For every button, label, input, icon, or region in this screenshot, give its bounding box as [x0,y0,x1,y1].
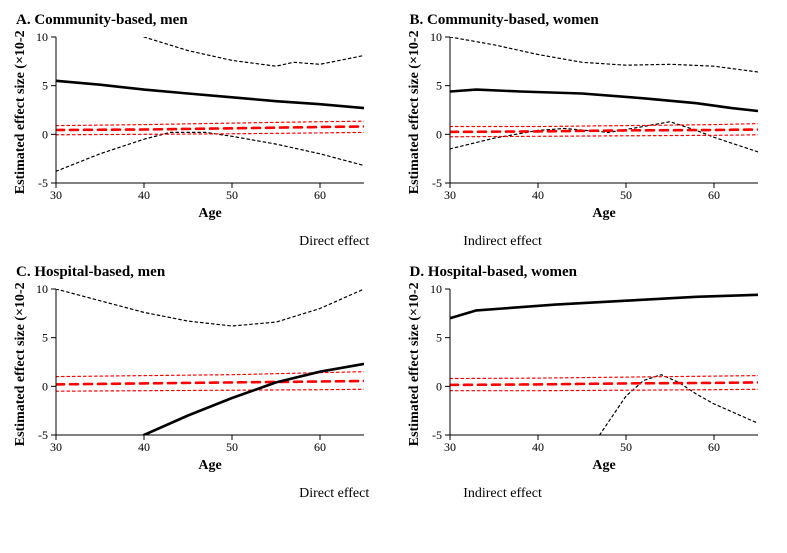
legend-direct-label: Direct effect [299,234,369,250]
panel-A-chart: 30 40 50 60 -5 0 5 10 Age Estimated effect size (… [10,31,370,221]
x-tick-label: 30 [50,440,62,454]
x-tick-label: 50 [226,440,238,454]
indirect-upper-ci-line [56,121,364,125]
x-tick-label: 60 [708,440,720,454]
x-tick-label: 30 [444,188,456,202]
legend: Direct effect Indirect effect [10,486,777,502]
legend-direct-swatch [245,234,289,250]
x-axis-label: Age [592,458,615,473]
direct-upper-ci-line [450,37,758,72]
panel-A: A. Community-based, men 30 40 50 60 -5 0 5 10 Ag… [10,10,384,226]
indirect-upper-ci-line [450,376,758,379]
indirect-effect-line [450,130,758,132]
x-tick-label: 30 [444,440,456,454]
y-tick-label: 5 [436,79,442,93]
x-axis-label: Age [198,206,221,221]
x-tick-label: 60 [708,188,720,202]
direct-effect-line [450,90,758,111]
legend-direct: Direct effect [245,234,369,250]
y-tick-label: 10 [430,31,442,44]
y-axis-label: Estimated effect size (×10-2) [13,283,28,446]
panel-D: D. Hospital-based, women 30 40 50 60 -5 0 5 10 A… [404,262,778,478]
y-tick-label: 10 [36,283,48,296]
legend-direct-label: Direct effect [299,486,369,502]
x-tick-label: 30 [50,188,62,202]
indirect-effect-line [56,381,364,384]
x-tick-label: 50 [226,188,238,202]
x-tick-label: 40 [532,188,544,202]
legend-direct: Direct effect [245,486,369,502]
panel-D-chart: 30 40 50 60 -5 0 5 10 Age Estimated effect size (… [404,283,764,473]
y-tick-label: -5 [432,428,442,442]
panel-B-title: B. Community-based, women [410,12,778,29]
y-tick-label: -5 [38,176,48,190]
legend-indirect-swatch [409,486,453,502]
direct-effect-line [450,295,758,318]
legend: Direct effect Indirect effect [10,234,777,250]
x-tick-label: 50 [620,440,632,454]
y-tick-label: 0 [436,379,442,393]
x-tick-label: 40 [532,440,544,454]
x-tick-label: 40 [138,188,150,202]
legend-direct-swatch [245,486,289,502]
y-tick-label: -5 [432,176,442,190]
panel-A-title: A. Community-based, men [16,12,384,29]
x-tick-label: 60 [314,188,326,202]
panel-C-title: C. Hospital-based, men [16,264,384,281]
direct-effect-line [56,81,364,108]
y-tick-label: 10 [430,283,442,296]
y-tick-label: 5 [42,79,48,93]
y-tick-label: 0 [436,127,442,141]
legend-indirect-swatch [409,234,453,250]
legend-indirect-label: Indirect effect [463,234,542,250]
legend-indirect: Indirect effect [409,486,542,502]
direct-upper-ci-line [56,289,364,326]
y-axis-label: Estimated effect size (×10-2) [13,31,28,194]
panel-B: B. Community-based, women 30 40 50 60 -5 0 5 10… [404,10,778,226]
indirect-lower-ci-line [56,389,364,391]
y-tick-label: 5 [436,331,442,345]
y-axis-label: Estimated effect size (×10-2) [407,283,422,446]
indirect-upper-ci-line [450,124,758,127]
panel-D-title: D. Hospital-based, women [410,264,778,281]
direct-upper-ci-line [144,37,364,66]
y-axis-label: Estimated effect size (×10-2) [407,31,422,194]
y-tick-label: -5 [38,428,48,442]
x-axis-label: Age [198,458,221,473]
direct-lower-ci-line [56,132,364,171]
indirect-effect-line [56,127,364,131]
x-tick-label: 60 [314,440,326,454]
panel-C-chart: 30 40 50 60 -5 0 5 10 Age Estimated effect size (… [10,283,370,473]
y-tick-label: 0 [42,379,48,393]
legend-indirect-label: Indirect effect [463,486,542,502]
y-tick-label: 0 [42,127,48,141]
panel-B-chart: 30 40 50 60 -5 0 5 10 Age Estimated effect size (… [404,31,764,221]
indirect-effect-line [450,382,758,385]
x-axis-label: Age [592,206,615,221]
x-tick-label: 40 [138,440,150,454]
x-tick-label: 50 [620,188,632,202]
panel-C: C. Hospital-based, men 30 40 50 60 -5 0 5 10 Age… [10,262,384,478]
legend-indirect: Indirect effect [409,234,542,250]
y-tick-label: 5 [42,331,48,345]
indirect-lower-ci-line [450,389,758,390]
y-tick-label: 10 [36,31,48,44]
indirect-lower-ci-line [450,135,758,137]
